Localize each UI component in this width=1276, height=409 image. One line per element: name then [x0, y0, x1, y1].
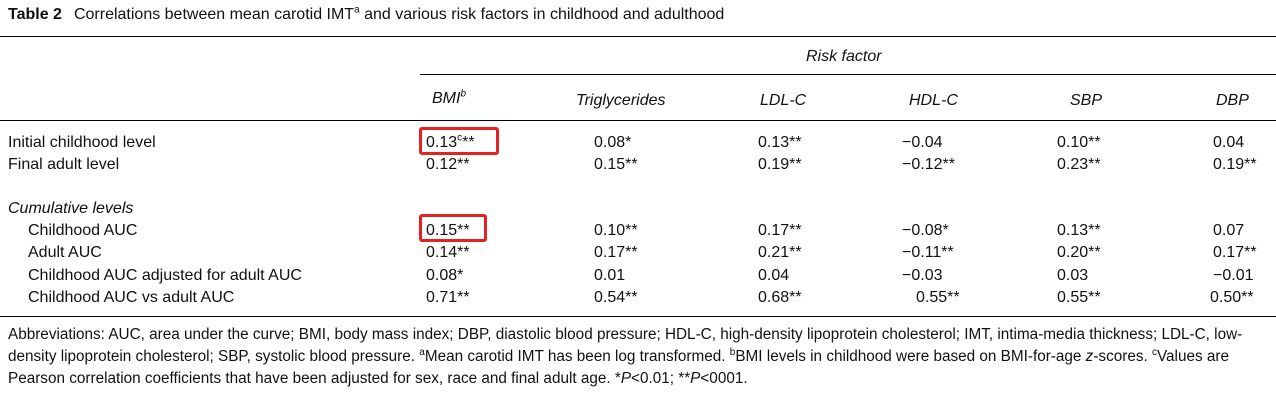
row-label-childhood-auc: Childhood AUC — [28, 222, 138, 239]
table-caption: Table 2 Correlations between mean carotid… — [8, 4, 725, 24]
cell: −0.12** — [902, 156, 955, 173]
cell: 0.55** — [916, 289, 960, 306]
cell: 0.08* — [594, 134, 632, 151]
cell: −0.01 — [1213, 267, 1254, 284]
caption-text: Correlations between mean carotid IMT — [73, 6, 355, 23]
row-label-adult-auc: Adult AUC — [28, 244, 102, 261]
cell: 0.13** — [1057, 222, 1101, 239]
cell: 0.04 — [1213, 134, 1245, 151]
row-label-final-adult: Final adult level — [8, 156, 120, 173]
cell: 0.68** — [758, 289, 802, 306]
cell: 0.23** — [1057, 156, 1101, 173]
cell: 0.17** — [758, 222, 802, 239]
cell: −0.03 — [902, 267, 943, 284]
cell: 0.55** — [1057, 289, 1101, 306]
cell: 0.17** — [594, 244, 638, 261]
cell: 0.19** — [1213, 156, 1257, 173]
row-label-childhood-auc-adjusted: Childhood AUC adjusted for adult AUC — [28, 267, 302, 284]
cell: −0.04 — [902, 134, 943, 151]
col-header-triglycerides: Triglycerides — [576, 92, 666, 109]
spanner-risk-factor: Risk factor — [806, 48, 882, 65]
cell: 0.54** — [594, 289, 638, 306]
bottom-rule — [0, 316, 1276, 317]
spanner-rule — [420, 74, 1276, 75]
highlight-box-childhood-auc-bmi — [419, 214, 487, 242]
cell-bmi-childhood-auc: 0.15** — [426, 222, 470, 239]
col-header-bmi: BMIb — [432, 88, 467, 107]
cell: 0.03 — [1057, 267, 1089, 284]
cell: 0.20** — [1057, 244, 1101, 261]
cell: 0.19** — [758, 156, 802, 173]
col-header-hdl: HDL-C — [909, 92, 958, 109]
cell: 0.10** — [594, 222, 638, 239]
cell: 0.71** — [426, 289, 470, 306]
cell: 0.12** — [426, 156, 470, 173]
cell: 0.01 — [594, 267, 626, 284]
cell: 0.50** — [1210, 289, 1254, 306]
col-header-dbp: DBP — [1216, 92, 1249, 109]
cell: 0.13** — [758, 134, 802, 151]
header-rule — [0, 120, 1276, 121]
table-footnote: Abbreviations: AUC, area under the curve… — [8, 326, 1243, 387]
cell: 0.21** — [758, 244, 802, 261]
cell: 0.14** — [426, 244, 470, 261]
top-rule — [0, 36, 1276, 37]
cell: −0.11** — [902, 244, 954, 261]
cell: 0.07 — [1213, 222, 1245, 239]
cell: −0.08* — [902, 222, 949, 239]
row-label-childhood-vs-adult: Childhood AUC vs adult AUC — [28, 289, 235, 306]
caption-text-rest: and various risk factors in childhood an… — [359, 6, 725, 23]
row-label-initial-childhood: Initial childhood level — [8, 134, 156, 151]
cell: 0.17** — [1213, 244, 1257, 261]
cell: 0.15** — [594, 156, 638, 173]
highlight-box-initial-bmi — [419, 127, 499, 155]
cell-bmi-initial: 0.13c** — [426, 132, 475, 151]
caption-footnote-mark: a — [354, 4, 360, 16]
section-cumulative-levels: Cumulative levels — [8, 200, 134, 217]
cell: 0.10** — [1057, 134, 1101, 151]
col-header-ldl: LDL-C — [760, 92, 807, 109]
table-label: Table 2 — [8, 6, 62, 23]
cell: 0.04 — [758, 267, 790, 284]
cell: 0.08* — [426, 267, 464, 284]
col-header-sbp: SBP — [1070, 92, 1103, 109]
